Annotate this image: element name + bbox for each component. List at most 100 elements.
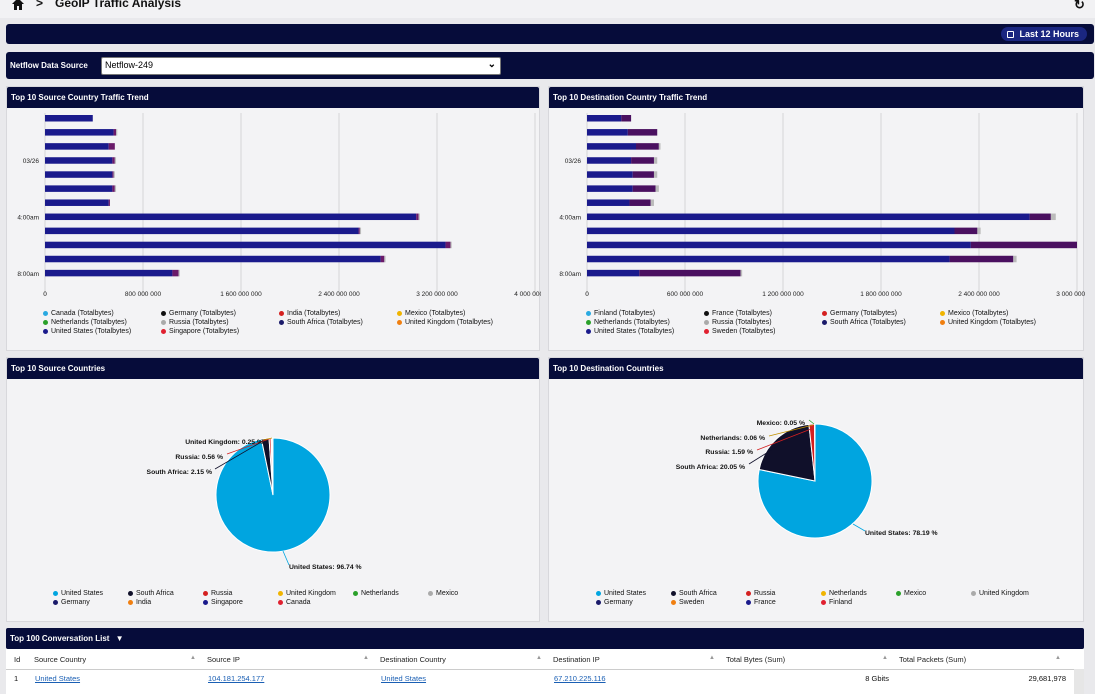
bar <box>45 185 113 192</box>
bar <box>45 143 109 150</box>
slice-label: United States: 96.74 % <box>289 564 362 571</box>
sort-icon[interactable]: ▲ <box>190 655 196 661</box>
title-bar: > GeoIP Traffic Analysis ↻ <box>0 0 1095 18</box>
refresh-icon[interactable]: ↻ <box>1074 0 1085 12</box>
col-header-source-ip[interactable]: Source IP <box>207 655 240 664</box>
data-source-bar: Netflow Data Source Netflow-249 ⌄ <box>6 52 1094 79</box>
legend-item[interactable]: Netherlands (Totalbytes) <box>43 319 127 326</box>
legend-swatch <box>161 310 166 316</box>
home-icon[interactable] <box>11 0 25 10</box>
legend-item[interactable]: France (Totalbytes) <box>704 310 772 317</box>
legend-item[interactable]: United States <box>596 590 646 597</box>
legend-item[interactable]: Russia (Totalbytes) <box>161 319 229 326</box>
bar <box>970 241 1077 249</box>
legend-swatch <box>821 590 826 596</box>
legend-item[interactable]: United Kingdom <box>971 590 1029 597</box>
legend-swatch <box>746 599 751 605</box>
sort-icon[interactable]: ▲ <box>536 655 542 661</box>
slice-label: United States: 78.19 % <box>865 530 938 537</box>
conversation-table: Id Source Country ▲ Source IP ▲ Destinat… <box>6 649 1084 694</box>
legend-item[interactable]: Netherlands (Totalbytes) <box>586 319 670 326</box>
conversation-list-title: Top 100 Conversation List <box>10 634 110 643</box>
bar <box>587 143 636 150</box>
legend-swatch <box>279 310 284 316</box>
legend-item[interactable]: South Africa <box>128 590 174 597</box>
bar <box>108 143 115 150</box>
legend-swatch <box>43 328 48 334</box>
legend-item[interactable]: Sweden (Totalbytes) <box>704 328 775 335</box>
legend-item[interactable]: South Africa (Totalbytes) <box>279 319 363 326</box>
legend-item[interactable]: Sweden <box>671 599 704 606</box>
legend-item[interactable]: Canada <box>278 599 311 606</box>
cell-destination-ip-link[interactable]: 67.210.225.116 <box>554 674 606 683</box>
col-header-source-country[interactable]: Source Country <box>34 655 87 664</box>
data-source-select[interactable]: Netflow-249 ⌄ <box>101 57 501 75</box>
legend-swatch <box>671 590 676 596</box>
legend-item[interactable]: Netherlands <box>353 590 399 597</box>
legend-item[interactable]: Mexico <box>896 590 926 597</box>
cell-source-ip-link[interactable]: 104.181.254.177 <box>208 674 265 683</box>
bar <box>587 199 630 206</box>
legend-item[interactable]: United Kingdom (Totalbytes) <box>397 319 493 326</box>
legend-item[interactable]: United Kingdom (Totalbytes) <box>940 319 1036 326</box>
bar <box>587 213 1030 221</box>
sort-icon[interactable]: ▲ <box>882 655 888 661</box>
legend-item[interactable]: Canada (Totalbytes) <box>43 310 114 317</box>
legend-item[interactable]: Russia <box>203 590 232 597</box>
y-tick-label: 8:00am <box>559 271 581 278</box>
legend-item[interactable]: Mexico <box>428 590 458 597</box>
legend-item[interactable]: United States (Totalbytes) <box>586 328 674 335</box>
legend-item[interactable]: Mexico (Totalbytes) <box>397 310 465 317</box>
x-tick-label: 600 000 000 <box>667 291 704 298</box>
col-header-destination-country[interactable]: Destination Country <box>380 655 446 664</box>
cell-source-country-link[interactable]: United States <box>35 674 81 683</box>
legend-item[interactable]: Finland (Totalbytes) <box>586 310 655 317</box>
bar <box>114 185 117 192</box>
bar <box>384 255 386 263</box>
leader-line <box>808 419 815 425</box>
legend-swatch <box>428 590 433 596</box>
panel-destination-trend: Top 10 Destination Country Traffic Trend… <box>548 86 1085 351</box>
legend-item[interactable]: Netherlands <box>821 590 867 597</box>
bar <box>113 171 115 178</box>
legend-item[interactable]: Singapore <box>203 599 243 606</box>
panel-source-countries: Top 10 Source Countries United States: 9… <box>6 357 540 622</box>
legend-item[interactable]: Germany (Totalbytes) <box>822 310 897 317</box>
filter-icon[interactable]: ▼ <box>115 634 124 643</box>
col-header-id[interactable]: Id <box>14 655 21 664</box>
legend-item[interactable]: United States <box>53 590 103 597</box>
table-scrollbar[interactable] <box>1074 669 1084 694</box>
legend-item[interactable]: South Africa <box>671 590 717 597</box>
legend-item[interactable]: India (Totalbytes) <box>279 310 340 317</box>
bar <box>977 227 981 235</box>
legend-swatch <box>896 590 901 596</box>
sort-icon[interactable]: ▲ <box>1055 655 1061 661</box>
cell-destination-country-link[interactable]: United States <box>381 674 427 683</box>
bar <box>108 199 110 206</box>
legend-item[interactable]: Russia <box>746 590 775 597</box>
legend-item[interactable]: Germany (Totalbytes) <box>161 310 236 317</box>
time-range-button[interactable]: Last 12 Hours <box>1001 27 1087 41</box>
legend-item[interactable]: Russia (Totalbytes) <box>704 319 772 326</box>
bar <box>445 241 451 249</box>
legend-item[interactable]: Mexico (Totalbytes) <box>940 310 1008 317</box>
cell-id: 1 <box>14 674 19 683</box>
col-header-destination-ip[interactable]: Destination IP <box>553 655 600 664</box>
legend-item[interactable]: Finland <box>821 599 852 606</box>
legend-item[interactable]: South Africa (Totalbytes) <box>822 319 906 326</box>
legend-swatch <box>128 590 133 596</box>
bar <box>113 129 117 136</box>
sort-icon[interactable]: ▲ <box>363 655 369 661</box>
legend-item[interactable]: United States (Totalbytes) <box>43 328 131 335</box>
legend-item[interactable]: India <box>128 599 151 606</box>
legend-item[interactable]: Germany <box>53 599 90 606</box>
legend-swatch <box>971 590 976 596</box>
legend-item[interactable]: France <box>746 599 776 606</box>
col-header-total-packets[interactable]: Total Packets (Sum) <box>899 655 967 664</box>
legend-item[interactable]: Germany <box>596 599 633 606</box>
legend-item[interactable]: United Kingdom <box>278 590 336 597</box>
legend-swatch <box>203 590 208 596</box>
legend-item[interactable]: Singapore (Totalbytes) <box>161 328 239 335</box>
sort-icon[interactable]: ▲ <box>709 655 715 661</box>
col-header-total-bytes[interactable]: Total Bytes (Sum) <box>726 655 786 664</box>
